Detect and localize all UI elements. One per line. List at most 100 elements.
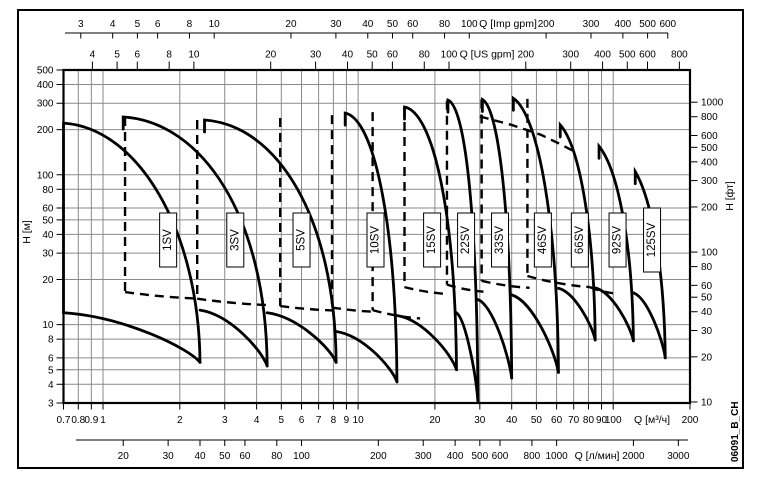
- watermark-code: 06091_B_CH: [730, 401, 741, 462]
- pump-bottom-curve-3SV: [198, 308, 269, 368]
- min-flow-connector: [197, 297, 270, 307]
- tick-label-imp-gpm: 60: [407, 19, 419, 30]
- pump-label-22SV: 22SV: [460, 226, 472, 254]
- tick-label-q-lmin: 200: [370, 451, 387, 462]
- pump-top-curve-33SV: [480, 97, 514, 380]
- pump-label-box-1SV: [159, 212, 178, 268]
- tick-label-h-m: 4: [48, 380, 54, 391]
- tick-label-us-gpm: 500: [619, 50, 636, 61]
- tick-label-imp-gpm: 20: [285, 19, 297, 30]
- pump-label-box-10SV: [366, 212, 385, 268]
- pump-label-box-66SV: [570, 212, 589, 268]
- tick-label-imp-gpm: 10: [209, 19, 221, 30]
- tick-label-q-lmin: 40: [194, 451, 206, 462]
- pump-label-box-33SV: [491, 212, 510, 268]
- tick-label-h-ft: 20: [701, 352, 713, 363]
- tick-label-us-gpm: 60: [387, 50, 399, 61]
- min-flow-connector: [589, 285, 614, 295]
- pump-top-curve-15SV: [403, 105, 458, 372]
- tick-label-q-m3h: 0.7: [57, 415, 71, 426]
- tick-label-imp-gpm: 30: [330, 19, 342, 30]
- tick-label-q-m3h: 80: [583, 415, 595, 426]
- tick-label-us-gpm: 50: [367, 50, 379, 61]
- tick-label-q-lmin: 500: [471, 451, 488, 462]
- tick-label-q-m3h: 0.8: [71, 415, 85, 426]
- pump-label-125SV: 125SV: [646, 222, 658, 257]
- tick-label-us-gpm: 200: [517, 50, 534, 61]
- pump-bottom-curve-10SV: [334, 330, 399, 384]
- tick-label-q-lmin: 3000: [667, 451, 690, 462]
- pump-top-curve-92SV: [597, 142, 635, 343]
- tick-label-imp-gpm: 8: [187, 19, 193, 30]
- tick-label-h-ft: 50: [701, 293, 713, 304]
- tick-label-q-lmin: 80: [271, 451, 283, 462]
- pump-label-box-46SV: [533, 212, 552, 268]
- tick-label-imp-gpm: 500: [639, 19, 656, 30]
- tick-label-q-lmin: 100: [293, 451, 310, 462]
- tick-label-imp-gpm: 6: [155, 19, 161, 30]
- tick-label-h-m: 8: [48, 335, 54, 346]
- pump-label-46SV: 46SV: [537, 226, 549, 254]
- tick-label-h-m: 3: [48, 399, 54, 410]
- pump-label-box-125SV: [643, 207, 662, 273]
- tick-label-q-m3h: 30: [474, 415, 486, 426]
- tick-label-us-gpm: 100: [441, 50, 458, 61]
- tick-label-q-m3h: 2: [177, 415, 183, 426]
- tick-label-q-m3h: 5: [279, 415, 285, 426]
- tick-label-h-ft: 400: [701, 157, 718, 168]
- tick-label-h-m: 400: [37, 80, 54, 91]
- pump-top-curve-5SV: [203, 118, 338, 364]
- tick-label-imp-gpm: 50: [387, 19, 399, 30]
- axis-title-imp-gpm: Q [Imp gpm]: [479, 18, 537, 30]
- tick-label-imp-gpm: 5: [135, 19, 141, 30]
- tick-label-q-lmin: 400: [447, 451, 464, 462]
- tick-label-q-m3h: 4: [254, 415, 260, 426]
- tick-label-imp-gpm: 300: [583, 19, 600, 30]
- tick-label-h-m: 5: [48, 365, 54, 376]
- pump-labels: 1SV 3SV 5SV 10SV 15SV 22SV 33SV 46SV 66SV 92SV 125…: [159, 207, 662, 273]
- tick-label-q-m3h: 70: [568, 415, 580, 426]
- tick-label-q-m3h: 3: [222, 415, 228, 426]
- tick-label-q-lmin: 2000: [622, 451, 645, 462]
- tick-label-h-m: 300: [37, 99, 54, 110]
- min-flow-dashed-lines: [123, 98, 614, 320]
- tick-label-q-m3h: 8: [331, 415, 337, 426]
- axis-title-us-gpm: Q [US gpm]: [460, 49, 515, 61]
- tick-label-imp-gpm: 100: [461, 19, 478, 30]
- pump-label-1SV: 1SV: [162, 229, 174, 251]
- tick-label-h-ft: 500: [701, 143, 718, 154]
- tick-label-imp-gpm: 600: [659, 19, 676, 30]
- tick-label-q-m3h: 1: [100, 415, 106, 426]
- min-flow-upper-dashed: [479, 115, 578, 154]
- tick-label-h-m: 60: [42, 204, 54, 215]
- tick-label-q-m3h: 20: [429, 415, 441, 426]
- pump-envelopes: [62, 95, 667, 404]
- pump-bottom-curve-92SV: [593, 286, 635, 343]
- tick-label-h-m: 100: [37, 170, 54, 181]
- plot-frame: [62, 68, 692, 405]
- tick-label-h-ft: 1000: [701, 98, 724, 109]
- tick-label-h-ft: 60: [701, 281, 713, 292]
- tick-label-us-gpm: 300: [562, 50, 579, 61]
- tick-label-h-ft: 800: [701, 112, 718, 123]
- pump-label-box-5SV: [292, 212, 311, 268]
- tick-label-q-lmin: 800: [524, 451, 541, 462]
- tick-label-us-gpm: 400: [594, 50, 611, 61]
- tick-label-h-ft: 100: [701, 248, 718, 259]
- tick-label-q-lmin: 50: [219, 451, 231, 462]
- min-flow-connector: [124, 290, 201, 300]
- tick-label-h-ft: 80: [701, 262, 713, 273]
- pump-bottom-curve-22SV: [455, 311, 480, 404]
- pump-top-curve-3SV: [121, 115, 269, 368]
- pump-top-curve-22SV: [446, 98, 480, 404]
- tick-label-us-gpm: 40: [342, 50, 354, 61]
- tick-label-h-m: 10: [42, 320, 54, 331]
- tick-label-us-gpm: 5: [114, 50, 120, 61]
- outer-border: [17, 9, 744, 469]
- pump-label-33SV: 33SV: [494, 226, 506, 254]
- tick-label-us-gpm: 20: [265, 50, 277, 61]
- tick-label-us-gpm: 800: [671, 50, 688, 61]
- tick-label-h-ft: 40: [701, 307, 713, 318]
- min-flow-connector: [404, 285, 449, 296]
